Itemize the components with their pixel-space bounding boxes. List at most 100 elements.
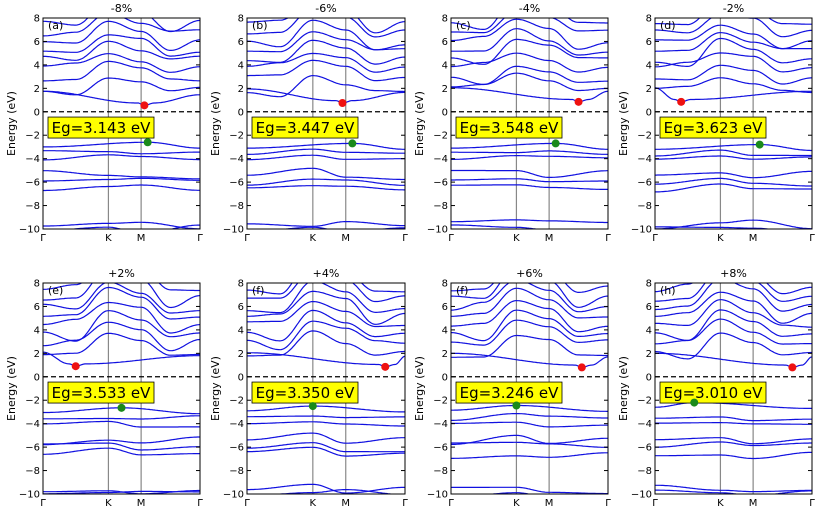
valence-band bbox=[43, 447, 200, 456]
y-tick-label: 0 bbox=[238, 107, 244, 118]
y-tick-label: 4 bbox=[238, 60, 244, 71]
valence-band bbox=[655, 437, 812, 445]
eg-value: Eg=3.533 eV bbox=[52, 384, 152, 402]
y-tick-label: 0 bbox=[442, 107, 448, 118]
valence-band bbox=[451, 184, 608, 190]
y-tick-label: 0 bbox=[34, 372, 40, 383]
valence-band bbox=[247, 167, 405, 181]
conduction-band bbox=[247, 59, 405, 82]
k-point-label: K bbox=[105, 498, 112, 507]
valence-band bbox=[655, 177, 812, 187]
y-tick-label: −10 bbox=[19, 490, 40, 501]
k-point-label: Γ bbox=[809, 498, 815, 507]
k-point-label: K bbox=[717, 233, 724, 244]
y-tick-label: −10 bbox=[19, 225, 40, 236]
valence-band bbox=[451, 421, 608, 428]
valence-band bbox=[451, 224, 541, 229]
conduction-band bbox=[43, 286, 200, 320]
y-tick-label: −8 bbox=[25, 201, 40, 212]
y-tick-label: 0 bbox=[238, 372, 244, 383]
eg-value: Eg=3.447 eV bbox=[256, 119, 356, 137]
y-tick-label: 8 bbox=[238, 279, 244, 290]
conduction-band bbox=[451, 18, 608, 30]
y-tick-label: 8 bbox=[442, 279, 448, 290]
conduction-band bbox=[247, 283, 405, 303]
valence-band bbox=[655, 183, 812, 193]
y-tick-label: 8 bbox=[442, 14, 448, 25]
conduction-band bbox=[451, 283, 608, 293]
conduction-band bbox=[451, 299, 608, 333]
conduction-band bbox=[247, 330, 405, 357]
conduction-band bbox=[655, 352, 812, 369]
y-tick-label: 8 bbox=[646, 279, 652, 290]
axes-frame bbox=[246, 17, 406, 230]
conduction-band bbox=[655, 283, 812, 295]
y-tick-label: −4 bbox=[229, 154, 244, 165]
y-axis-label: Energy (eV) bbox=[209, 356, 222, 421]
y-tick-label: −2 bbox=[433, 396, 448, 407]
y-tick-label: 2 bbox=[238, 84, 244, 95]
conduction-band bbox=[43, 310, 200, 342]
cbm-marker bbox=[788, 363, 797, 372]
k-point-label: Γ bbox=[605, 233, 611, 244]
vbm-marker bbox=[308, 402, 317, 411]
conduction-band bbox=[247, 309, 405, 342]
conduction-band bbox=[655, 291, 812, 324]
conduction-band bbox=[247, 283, 405, 295]
valence-band bbox=[655, 402, 812, 409]
vbm-marker bbox=[143, 138, 152, 147]
panel-title: +6% bbox=[516, 267, 543, 280]
y-tick-label: −10 bbox=[427, 490, 448, 501]
valence-band bbox=[43, 221, 200, 229]
conduction-band bbox=[655, 77, 812, 94]
band-lines bbox=[655, 283, 812, 494]
valence-band bbox=[655, 226, 774, 229]
y-tick-label: −8 bbox=[229, 466, 244, 477]
valence-band bbox=[247, 405, 405, 413]
y-tick-label: −8 bbox=[637, 201, 652, 212]
k-point-label: K bbox=[310, 233, 317, 244]
valence-band bbox=[451, 169, 608, 178]
valence-band bbox=[43, 154, 200, 161]
conduction-band bbox=[655, 332, 812, 360]
y-axis-label: Energy (eV) bbox=[209, 91, 222, 156]
valence-band bbox=[247, 446, 405, 457]
y-tick-label: −10 bbox=[223, 225, 244, 236]
k-point-label: Γ bbox=[652, 233, 658, 244]
y-tick-label: −6 bbox=[433, 178, 448, 189]
y-tick-label: −8 bbox=[25, 466, 40, 477]
k-point-label: Γ bbox=[402, 233, 408, 244]
conduction-band bbox=[451, 38, 608, 65]
conduction-band bbox=[655, 18, 812, 26]
eg-value: Eg=3.623 eV bbox=[664, 119, 764, 137]
k-point-label: Γ bbox=[402, 498, 408, 507]
conduction-band bbox=[247, 18, 405, 34]
valence-band bbox=[655, 451, 812, 460]
y-tick-label: −2 bbox=[637, 396, 652, 407]
k-point-label: M bbox=[341, 233, 350, 244]
valence-band bbox=[247, 178, 405, 186]
conduction-band bbox=[451, 18, 608, 34]
axes-frame bbox=[450, 17, 609, 230]
valence-band bbox=[655, 149, 812, 157]
vbm-marker bbox=[755, 140, 764, 149]
k-point-label: Γ bbox=[197, 233, 203, 244]
y-tick-label: 0 bbox=[442, 372, 448, 383]
eg-box bbox=[455, 381, 563, 404]
conduction-band bbox=[247, 301, 405, 328]
conduction-band bbox=[247, 52, 405, 73]
conduction-band bbox=[43, 283, 200, 314]
conduction-band bbox=[451, 283, 608, 308]
y-tick-label: 6 bbox=[442, 302, 448, 313]
conduction-band bbox=[43, 90, 200, 106]
vbm-marker bbox=[117, 403, 126, 412]
y-tick-label: 6 bbox=[442, 37, 448, 48]
y-tick-label: 6 bbox=[34, 302, 40, 313]
valence-band bbox=[655, 144, 812, 152]
conduction-band bbox=[43, 34, 200, 57]
y-axis-label: Energy (eV) bbox=[617, 91, 630, 156]
valence-band bbox=[451, 413, 608, 421]
